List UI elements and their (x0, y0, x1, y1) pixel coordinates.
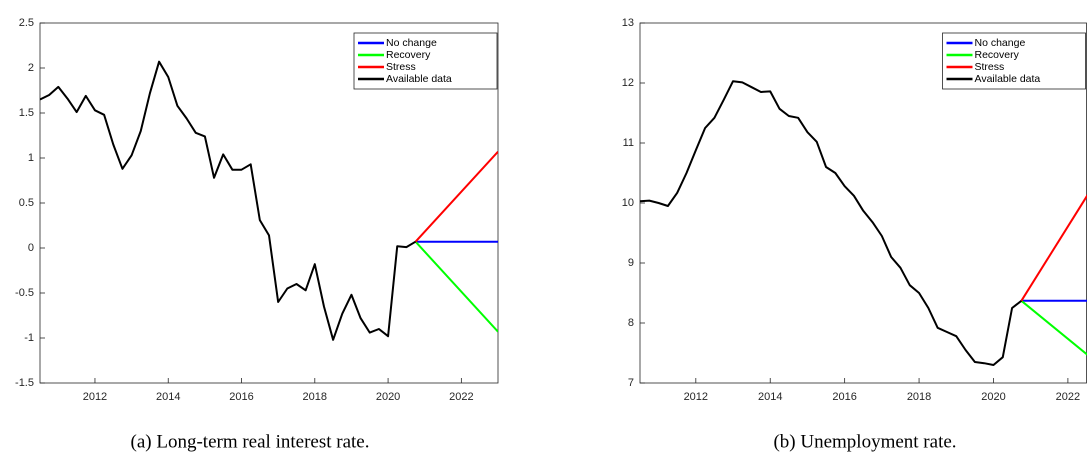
x-tick-label: 2016 (229, 391, 253, 403)
x-tick-label: 2020 (376, 391, 400, 403)
y-tick-label: 8 (628, 317, 634, 329)
y-tick-label: -1.5 (15, 377, 34, 389)
x-tick-label: 2016 (832, 391, 856, 403)
series-line (414, 151, 498, 243)
y-tick-label: 9 (628, 257, 634, 269)
legend-label: Available data (386, 73, 452, 85)
legend-label: Stress (975, 61, 1005, 73)
x-tick-label: 2022 (1056, 391, 1080, 403)
x-tick-label: 2018 (907, 391, 931, 403)
legend-label: Recovery (975, 49, 1020, 61)
caption: (a) Long-term real interest rate. (131, 431, 370, 452)
x-tick-label: 2022 (449, 391, 473, 403)
legend-label: No change (975, 37, 1026, 49)
series-line (1020, 194, 1087, 302)
x-tick-label: 2012 (83, 391, 107, 403)
series-line (1020, 300, 1087, 356)
y-tick-label: 1 (28, 152, 34, 164)
y-tick-label: -0.5 (15, 287, 34, 299)
y-tick-label: 0 (28, 242, 34, 254)
series-line (40, 60, 417, 341)
x-tick-label: 2018 (303, 391, 327, 403)
y-tick-label: 7 (628, 377, 634, 389)
chart-panel: -1.5 -1 -0.5 0 0.5 1 1.5 2 2.5 2012 2014 2016 2018 20… (15, 17, 499, 452)
series-line (414, 241, 498, 333)
legend-label: Available data (975, 73, 1041, 85)
y-tick-label: 11 (623, 137, 634, 149)
y-tick-label: 0.5 (19, 197, 34, 209)
y-tick-label: 1.5 (19, 107, 34, 119)
x-tick-label: 2014 (156, 391, 180, 403)
y-tick-label: 2.5 (19, 17, 34, 29)
y-tick-label: 13 (622, 17, 634, 29)
y-tick-label: 12 (622, 77, 634, 89)
y-tick-label: 2 (28, 62, 34, 74)
y-tick-label: 10 (622, 197, 634, 209)
x-tick-label: 2014 (758, 391, 782, 403)
legend-label: Recovery (386, 49, 431, 61)
legend-label: Stress (386, 61, 416, 73)
x-tick-label: 2012 (684, 391, 708, 403)
legend-label: No change (386, 37, 437, 49)
caption: (b) Unemployment rate. (773, 431, 956, 452)
chart-panel: 7 8 9 10 11 12 13 2012 2014 2016 2018 2020 2022 No ch… (622, 17, 1087, 452)
series-line (640, 80, 1023, 366)
x-tick-label: 2020 (981, 391, 1005, 403)
y-tick-label: -1 (24, 332, 34, 344)
